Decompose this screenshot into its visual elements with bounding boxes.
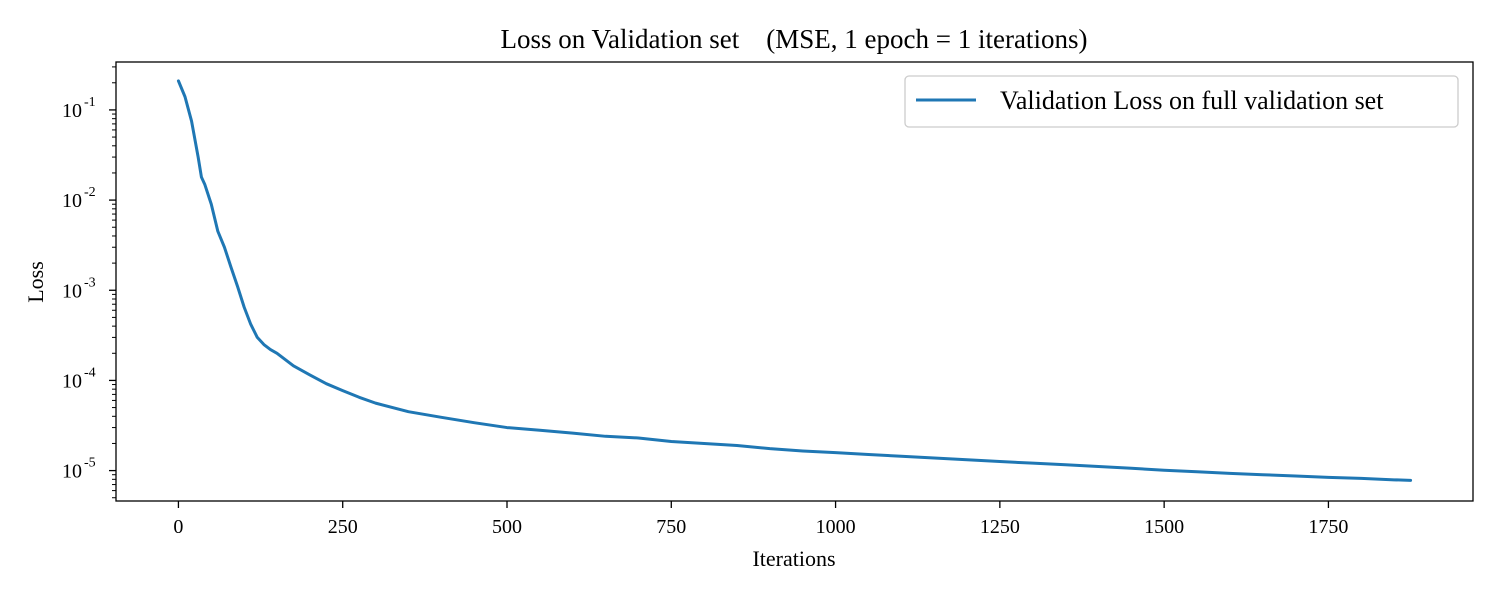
y-axis: 10-110-210-310-410-5: [62, 66, 116, 499]
y-axis-label: Loss: [23, 261, 48, 303]
y-tick-label: 10 -3: [62, 275, 96, 302]
x-axis: 0 250 500 750 1000 1250 1500 1750: [173, 501, 1348, 538]
x-axis-label: Iterations: [752, 546, 835, 571]
plot-frame: [115, 61, 1474, 502]
y-tick-label: 10 -4: [62, 365, 96, 392]
y-tick-exponent: -5: [84, 456, 96, 471]
y-tick-base: 10: [62, 461, 82, 483]
y-tick-label: 10 -2: [62, 185, 96, 212]
chart-title: Loss on Validation set (MSE, 1 epoch = 1…: [501, 24, 1088, 54]
y-tick-exponent: -4: [84, 365, 96, 380]
x-tick-label: 500: [492, 516, 522, 538]
y-tick-label: 10 -5: [62, 456, 96, 483]
legend: Validation Loss on full validation set: [904, 75, 1459, 128]
x-tick-label: 0: [173, 516, 183, 538]
y-tick-base: 10: [62, 100, 82, 122]
x-tick-label: 250: [328, 516, 358, 538]
y-tick-exponent: -2: [84, 185, 96, 200]
y-tick-base: 10: [62, 280, 82, 302]
x-tick-label: 1750: [1308, 516, 1348, 538]
x-tick-label: 1250: [980, 516, 1020, 538]
x-tick-label: 750: [656, 516, 686, 538]
x-tick-label: 1500: [1144, 516, 1184, 538]
series-layer: [176, 79, 1413, 482]
legend-box: [904, 75, 1459, 128]
y-tick-exponent: -3: [84, 275, 96, 290]
y-tick-label: 10 -1: [62, 95, 96, 122]
series-line-0: [176, 79, 1413, 482]
legend-entry-label: Validation Loss on full validation set: [1000, 86, 1384, 115]
x-tick-label: 1000: [816, 516, 856, 538]
plot-area: [115, 61, 1474, 502]
y-tick-base: 10: [62, 190, 82, 212]
y-tick-exponent: -1: [84, 95, 96, 110]
y-tick-base: 10: [62, 370, 82, 392]
